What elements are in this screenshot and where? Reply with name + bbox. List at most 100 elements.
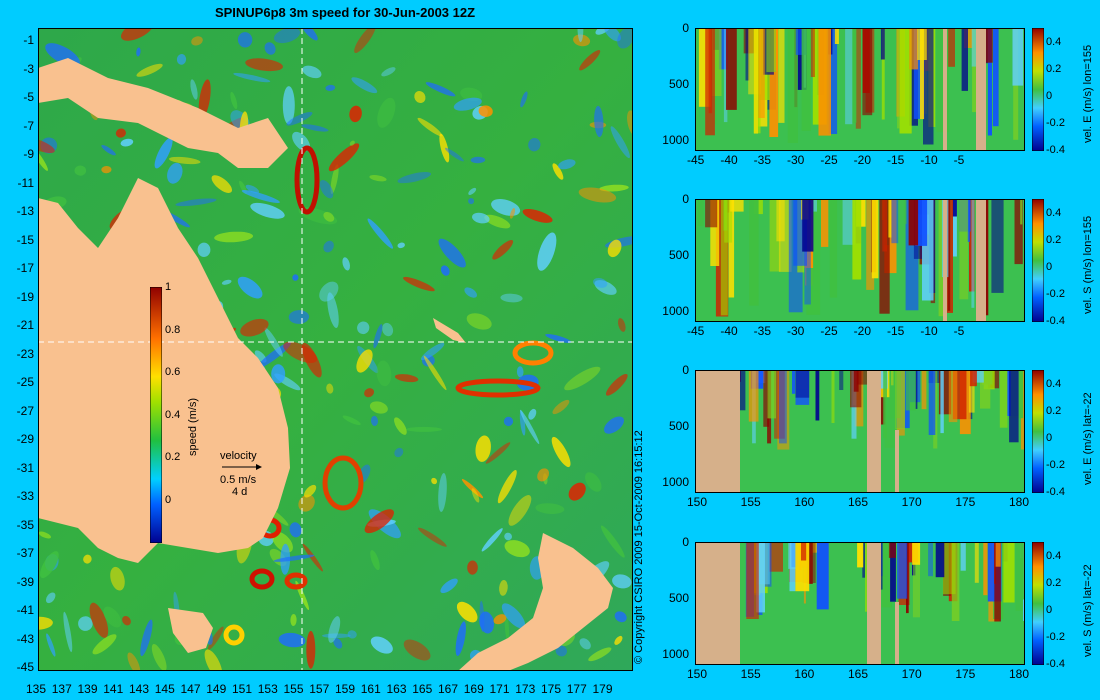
section-x-tick: -40 [720,153,738,167]
map-y-tick: -45 [16,660,34,674]
speed-feature [302,65,322,79]
section-velocity-band [974,542,979,583]
section-velocity-band [792,370,796,394]
land-new-guinea [38,58,288,168]
speed-feature [425,82,456,97]
speed-feature [356,349,373,373]
section-velocity-band [748,370,759,422]
velocity-key-speed: 0.5 m/s [220,474,257,486]
speed-feature [110,566,125,591]
speed-feature [233,72,271,83]
map-x-tick: 175 [541,682,562,696]
speed-feature [516,366,524,378]
section-velocity-band [842,199,855,245]
speed-feature [289,522,302,538]
speed-feature [614,635,623,645]
speed-feature [568,482,586,501]
section-velocity-band [778,28,785,123]
section-velocity-band [980,370,991,409]
section-velocity-band [879,199,890,314]
section-x-tick: -20 [853,324,871,338]
speed-feature [120,28,155,41]
section-velocity-band [698,28,711,107]
section-velocity-band [871,199,879,279]
map-x-tick: 173 [515,682,536,696]
speed-feature [599,184,629,192]
section-velocity-band [788,542,796,569]
speed-feature [40,551,59,579]
speed-feature [323,240,334,253]
speed-feature [74,165,87,176]
map-y-tick: -35 [16,517,34,532]
section-x-tick: 155 [740,667,761,681]
section-colorbar-tick: 0.2 [1046,577,1062,589]
section-x-tick: -10 [920,324,938,338]
section-land-mask [867,370,881,493]
section-y-tick: 1000 [662,475,689,489]
section-velocity-band [831,370,835,423]
colorbar-label: speed (m/s) [187,397,199,456]
speed-feature [418,527,447,547]
section-frame [695,542,1025,665]
section-x-tick: 175 [955,495,976,509]
speed-feature [578,187,617,203]
section-velocity-band [960,542,966,571]
speed-feature [364,388,375,398]
speed-feature [595,28,611,35]
section-velocity-band [718,28,728,70]
speed-feature [326,383,334,394]
speed-feature [478,105,493,117]
section-velocity-band [857,542,864,568]
speed-feature [501,603,526,629]
section-velocity-band [730,199,744,212]
speed-feature [394,447,404,458]
section-x-tick: 170 [901,667,922,681]
section-colorbar-tick: 0.2 [1046,234,1062,246]
section-velocity-band [936,28,949,133]
velocity-key-days: 4 d [232,486,248,498]
section-2-plot [695,199,1025,322]
section-colorbar-tick: -0.2 [1046,631,1065,643]
speed-feature [373,324,383,349]
section-y-tick: 500 [668,591,689,605]
speed-feature [455,621,466,656]
section-velocity-band [763,370,770,427]
section-velocity-band [971,199,975,308]
section-land-mask [976,28,986,151]
colorbar-tick: 0.4 [165,408,181,421]
section-velocity-band [779,370,787,444]
map-x-tick: 137 [51,682,72,696]
section-velocity-band [903,199,907,224]
speed-feature [78,616,93,631]
map-x-tick: 139 [77,682,98,696]
section-velocity-band [802,199,814,252]
section-ylabel: vel. S (m/s) lat=-22 [1082,564,1094,657]
speed-feature [579,49,601,71]
section-velocity-band [923,28,934,145]
speed-feature [92,634,117,655]
section-velocity-band [724,199,733,243]
section-velocity-band [971,28,977,67]
section-x-tick: 175 [955,667,976,681]
speed-feature [271,364,286,384]
section-x-tick: 170 [901,495,922,509]
map-y-tick: -23 [16,346,34,361]
speed-feature [45,592,56,604]
speed-feature [472,212,490,224]
map-y-tick: -1 [23,33,34,47]
speed-feature [319,281,339,302]
speed-feature [552,399,570,415]
section-velocity-band [948,370,958,423]
speed-feature [528,138,541,152]
speed-feature [397,172,432,184]
section-x-tick: -15 [887,324,905,338]
section-x-tick: -45 [687,324,705,338]
speed-feature [537,468,550,482]
section-colorbar-tick: 0.4 [1046,207,1062,219]
speed-feature [38,147,48,171]
speed-feature [504,540,530,558]
speed-feature [492,239,514,260]
speed-feature [101,144,116,156]
map-y-tick: -11 [17,175,34,190]
map-x-tick: 147 [180,682,201,696]
